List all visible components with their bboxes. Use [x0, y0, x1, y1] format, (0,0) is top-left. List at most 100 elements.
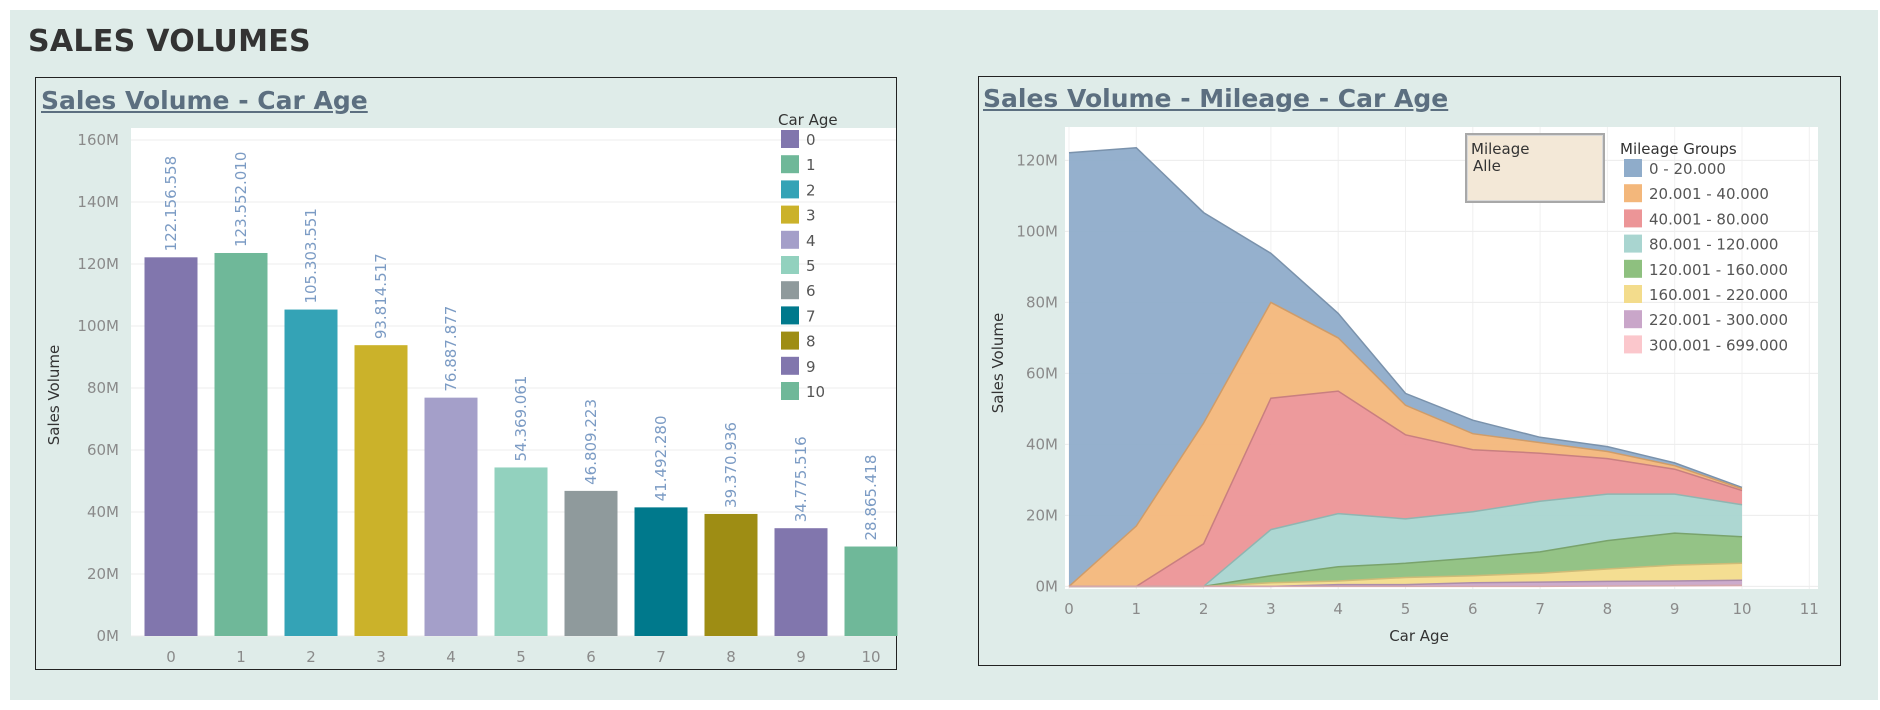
bar[interactable] [774, 528, 828, 636]
bar-x-tick-label: 0 [166, 648, 176, 666]
area-legend: Mileage Groups 0 - 20.000 20.001 - 40.000 4… [1620, 140, 1788, 354]
bar[interactable] [634, 507, 688, 636]
bar-legend-swatch[interactable] [781, 306, 799, 325]
bar-legend-swatch[interactable] [781, 130, 799, 148]
bar-y-tick-label: 80M [87, 379, 119, 397]
bar-x-tick-label: 8 [726, 648, 736, 666]
bar-y-tick-label: 140M [77, 193, 119, 211]
bar[interactable] [704, 513, 758, 636]
area-chart-title[interactable]: Sales Volume - Mileage - Car Age [983, 84, 1449, 113]
area-legend-swatch[interactable] [1624, 259, 1642, 278]
bar-data-label: 41.492.280 [652, 415, 670, 501]
bar-legend-label[interactable]: 10 [806, 383, 825, 401]
area-legend-label[interactable]: 0 - 20.000 [1649, 160, 1726, 178]
bar-x-tick-label: 3 [376, 648, 386, 666]
bar-legend-label[interactable]: 7 [806, 307, 816, 325]
bar-data-label: 39.370.936 [722, 422, 740, 508]
area-series-edge [1068, 301, 1743, 587]
bar-x-tick-label: 1 [236, 648, 246, 666]
bar-legend-label[interactable]: 0 [806, 131, 816, 149]
area-series[interactable] [1069, 147, 1742, 587]
area-series-edge [1069, 390, 1743, 588]
bar-legend-label[interactable]: 6 [806, 282, 816, 300]
bar-legend-label[interactable]: 1 [806, 156, 816, 174]
area-series[interactable] [1069, 563, 1742, 587]
area-series[interactable] [1069, 494, 1742, 587]
bar-x-tick-label: 4 [446, 648, 456, 666]
bar-x-tick-label: 6 [586, 648, 596, 666]
bar-y-tick-label: 40M [87, 503, 119, 521]
bar-x-tick-label: 10 [861, 648, 880, 666]
mileage-filter-value[interactable]: Alle [1473, 157, 1501, 175]
bar-chart-svg: 0M 20M 40M 60M 80M 100M 120M 140M 160M Sales Volu… [45, 111, 898, 666]
area-x-tick-label: 10 [1732, 600, 1751, 618]
bar-legend-swatch[interactable] [781, 331, 799, 350]
bar-legend-label[interactable]: 2 [806, 181, 816, 199]
area-legend-swatch[interactable] [1624, 159, 1642, 177]
bar-legend-label[interactable]: 5 [806, 257, 816, 275]
area-legend-swatch[interactable] [1624, 285, 1642, 303]
area-legend-swatch[interactable] [1624, 184, 1642, 203]
bar[interactable] [494, 467, 548, 636]
area-x-tick-label: 0 [1064, 600, 1074, 618]
bar-legend-label[interactable]: 9 [806, 358, 816, 376]
area-chart-panel: Sales Volume - Mileage - Car Age 0M 20M 40… [978, 76, 1841, 666]
area-y-tick-label: 120M [1016, 151, 1058, 169]
bar-chart-panel: Sales Volume - Car Age 0M 20M 40M 60M 80M 100… [35, 77, 898, 670]
bar[interactable] [354, 345, 408, 636]
area-x-tick-label: 2 [1199, 600, 1209, 618]
area-y-tick-label: 20M [1026, 506, 1058, 524]
bar-data-label: 105.303.551 [302, 208, 320, 303]
bar-data-label: 122.156.558 [162, 156, 180, 251]
bar-legend-swatch[interactable] [781, 382, 799, 400]
area-legend-swatch[interactable] [1624, 209, 1642, 228]
bar-legend-label[interactable]: 8 [806, 333, 816, 351]
bar-y-axis-title: Sales Volume [45, 345, 63, 445]
area-y-tick-label: 0M [1036, 577, 1059, 595]
bar-legend-swatch[interactable] [781, 256, 799, 274]
mileage-filter[interactable]: Mileage Alle [1465, 133, 1605, 203]
area-series-edge [1069, 584, 1743, 588]
bar-data-label: 123.552.010 [232, 152, 250, 247]
bar-legend-swatch[interactable] [781, 205, 799, 224]
bar-legend-label[interactable]: 4 [806, 232, 816, 250]
area-legend-label[interactable]: 40.001 - 80.000 [1649, 210, 1769, 228]
area-chart-svg: 0M 20M 40M 60M 80M 100M 120M 0 1 2 3 4 5 6 7 8 9 10 11 Car … [989, 127, 1819, 645]
bar[interactable] [564, 490, 618, 636]
area-legend-swatch[interactable] [1624, 310, 1642, 329]
area-legend-label[interactable]: 220.001 - 300.000 [1649, 311, 1788, 329]
bar-data-label: 46.809.223 [582, 399, 600, 485]
bar[interactable] [144, 257, 198, 636]
bar-legend: Car Age 0 1 2 3 4 5 6 7 8 9 10 [778, 111, 838, 401]
area-y-tick-label: 100M [1016, 222, 1058, 240]
bar-legend-swatch[interactable] [781, 230, 799, 249]
area-legend-label[interactable]: 160.001 - 220.000 [1649, 286, 1788, 304]
area-legend-swatch[interactable] [1624, 234, 1642, 253]
area-series-edge [1068, 147, 1743, 489]
bar[interactable] [284, 309, 338, 636]
bar-chart-title[interactable]: Sales Volume - Car Age [41, 86, 368, 115]
area-x-tick-label: 5 [1401, 600, 1411, 618]
area-legend-label[interactable]: 20.001 - 40.000 [1649, 185, 1769, 203]
bar-legend-swatch[interactable] [781, 281, 799, 300]
area-legend-label[interactable]: 80.001 - 120.000 [1649, 236, 1778, 254]
bar-legend-label[interactable]: 3 [806, 207, 816, 225]
bar[interactable] [424, 397, 478, 636]
area-series[interactable] [1069, 391, 1742, 587]
bar[interactable] [214, 252, 268, 636]
area-x-tick-label: 9 [1670, 600, 1680, 618]
bar-legend-swatch[interactable] [781, 155, 799, 174]
area-legend-swatch[interactable] [1624, 335, 1642, 354]
area-legend-label[interactable]: 120.001 - 160.000 [1649, 261, 1788, 279]
area-legend-label[interactable]: 300.001 - 699.000 [1649, 336, 1788, 354]
bar-x-tick-label: 9 [796, 648, 806, 666]
bar-legend-swatch[interactable] [781, 180, 799, 199]
area-series[interactable] [1069, 302, 1742, 587]
area-legend-title: Mileage Groups [1620, 140, 1737, 158]
bar[interactable] [844, 546, 898, 636]
bar-data-label: 76.887.877 [442, 306, 460, 392]
page-title: SALES VOLUMES [28, 24, 311, 59]
bar-y-tick-label: 20M [87, 565, 119, 583]
bar-legend-swatch[interactable] [781, 356, 799, 375]
area-x-tick-label: 4 [1333, 600, 1343, 618]
